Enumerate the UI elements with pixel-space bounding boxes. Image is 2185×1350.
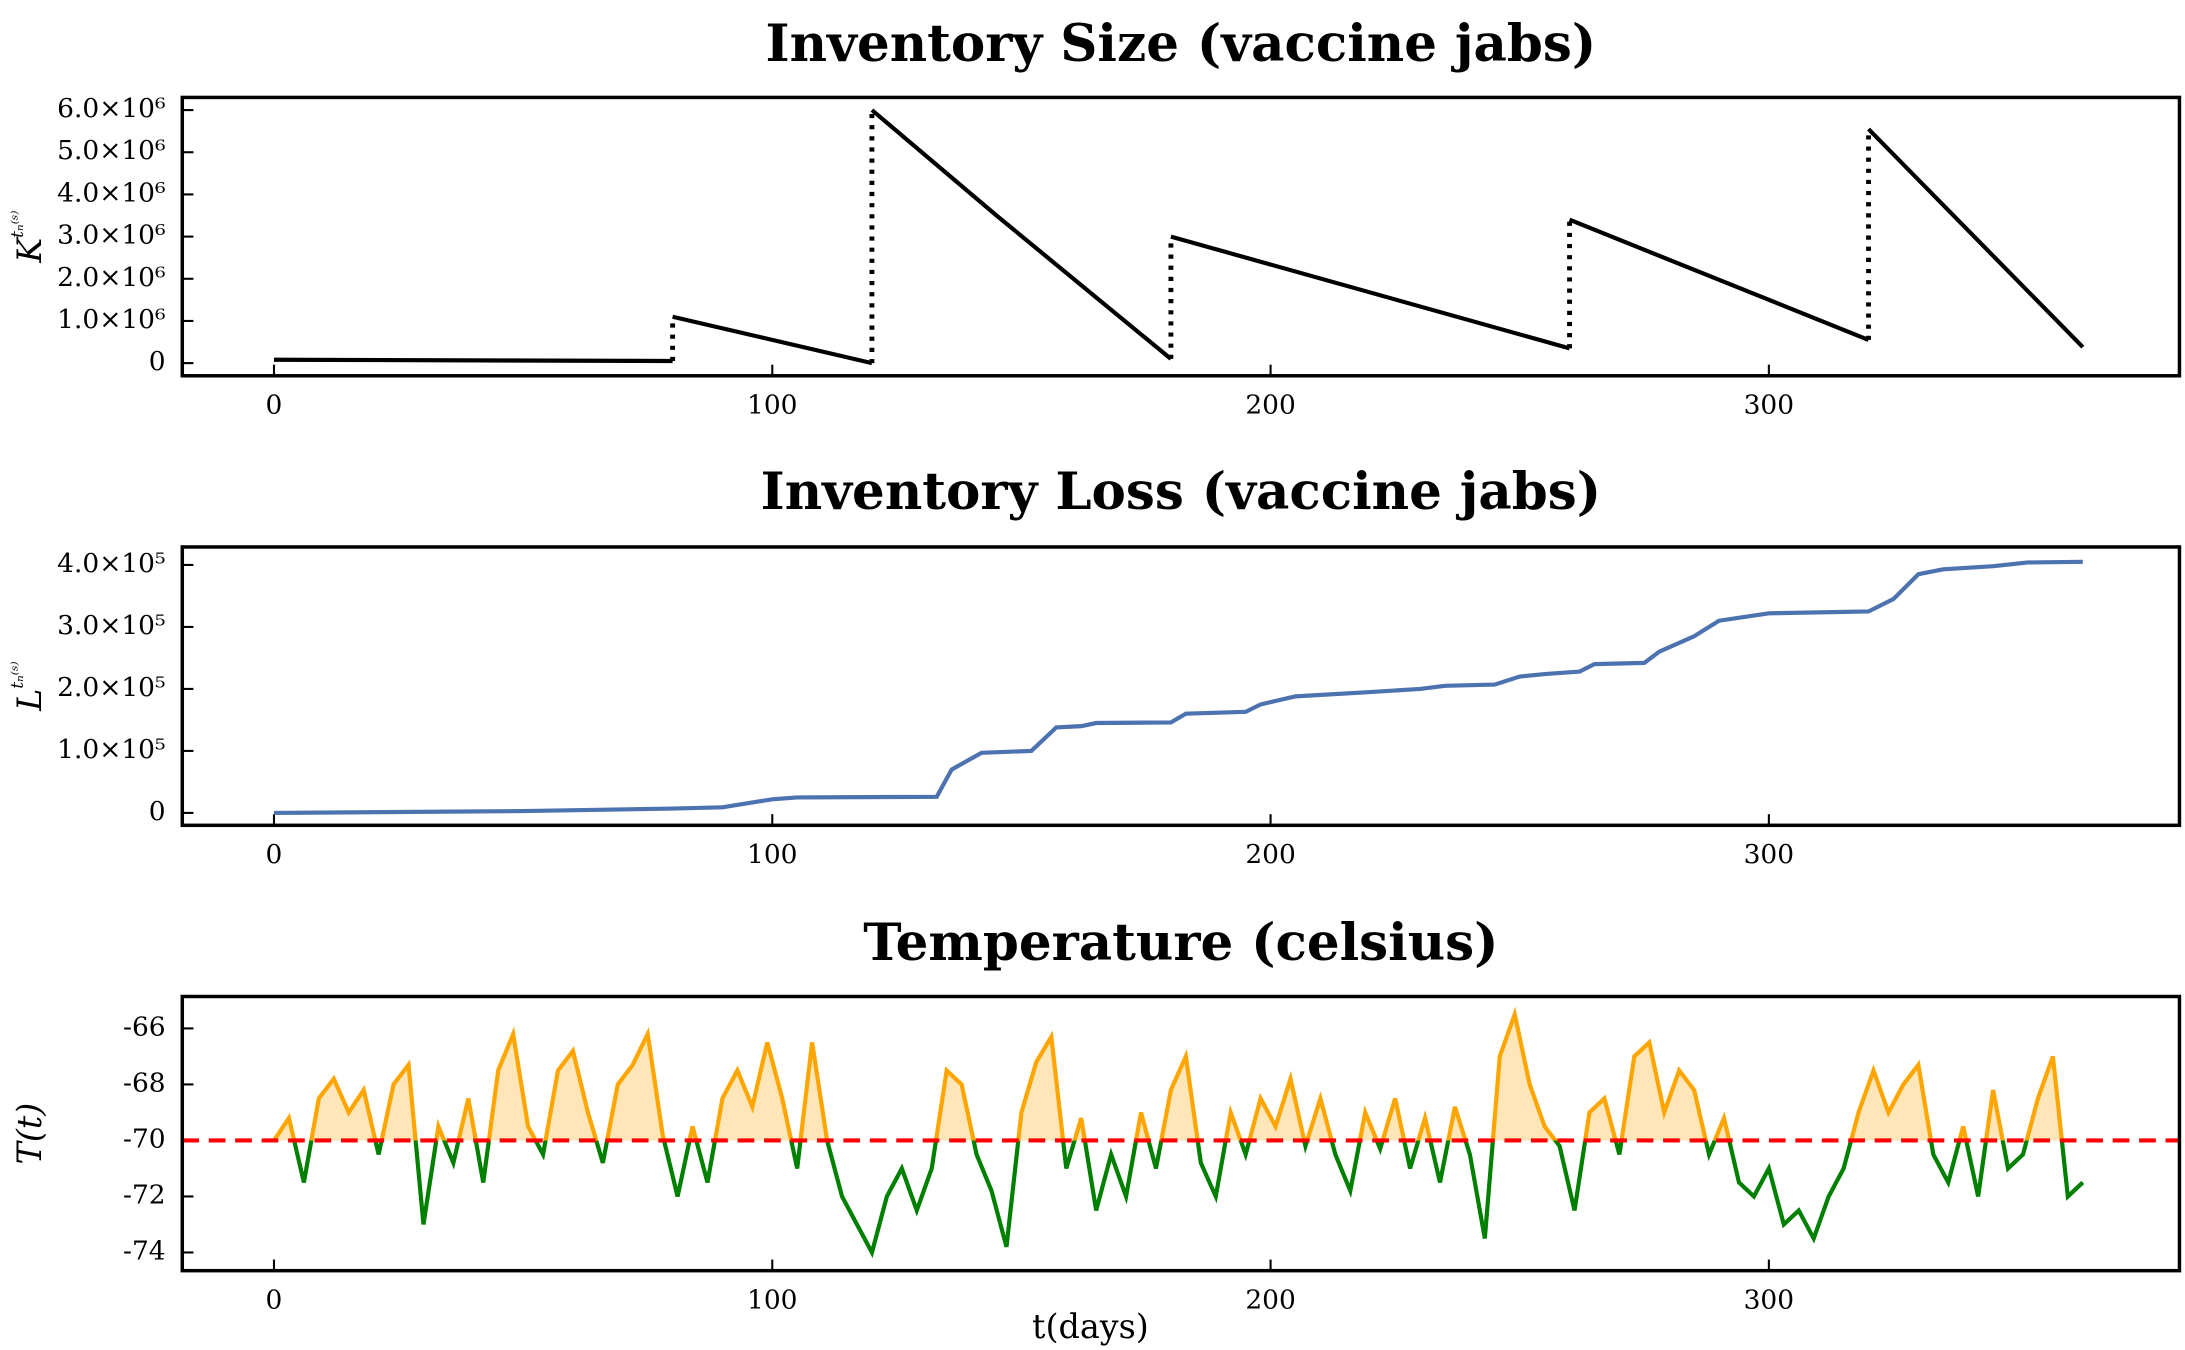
chart-title: Inventory Size (vaccine jabs) bbox=[766, 14, 1597, 74]
y-axis-label-sup: tₙ⁽ˢ⁾ bbox=[7, 661, 27, 688]
x-tick-label: 0 bbox=[266, 389, 283, 420]
data-line bbox=[273, 357, 673, 364]
below-line bbox=[273, 1140, 2085, 1259]
x-tick-label: 300 bbox=[1744, 1284, 1794, 1315]
axes-frame bbox=[180, 95, 2182, 378]
x-tick-label: 300 bbox=[1744, 389, 1794, 420]
y-tick-label: -70 bbox=[123, 1123, 166, 1154]
data-line bbox=[1867, 127, 2085, 349]
y-tick-label: 0 bbox=[149, 346, 166, 377]
data-line bbox=[1568, 217, 1870, 342]
y-tick-label: -74 bbox=[123, 1235, 166, 1266]
data-line bbox=[672, 314, 873, 366]
y-tick-label: 2.0×10⁶ bbox=[57, 262, 165, 293]
data-line bbox=[273, 559, 2083, 815]
data-line bbox=[1170, 234, 1571, 351]
y-axis-label: T(t) bbox=[10, 1103, 49, 1165]
y-tick-label: 2.0×10⁵ bbox=[57, 672, 165, 703]
x-tick-label: 200 bbox=[1245, 1284, 1295, 1315]
y-tick-label: 5.0×10⁶ bbox=[57, 135, 165, 166]
y-axis-label: Ktₙ⁽ˢ⁾ bbox=[7, 210, 49, 263]
x-tick-label: 100 bbox=[747, 389, 797, 420]
y-tick-label: 6.0×10⁶ bbox=[57, 93, 165, 124]
y-axis-label: Ltₙ⁽ˢ⁾ bbox=[7, 661, 49, 711]
y-axis-label-base: T(t) bbox=[10, 1103, 49, 1165]
x-tick-label: 200 bbox=[1245, 839, 1295, 870]
x-tick-label: 100 bbox=[747, 1284, 797, 1315]
y-tick-label: -68 bbox=[123, 1067, 166, 1098]
chart-title: Inventory Loss (vaccine jabs) bbox=[761, 462, 1601, 522]
chart-title: Temperature (celsius) bbox=[863, 913, 1498, 973]
y-tick-label: 4.0×10⁵ bbox=[57, 548, 165, 579]
x-axis-label: t(days) bbox=[1032, 1307, 1149, 1346]
y-tick-label: 3.0×10⁵ bbox=[57, 610, 165, 641]
axes-frame bbox=[180, 545, 2182, 828]
y-axis-label-base: L bbox=[10, 689, 49, 712]
y-tick-label: 1.0×10⁵ bbox=[57, 734, 165, 765]
y-tick-label: -72 bbox=[123, 1179, 166, 1210]
y-axis-label-base: K bbox=[10, 236, 49, 264]
y-axis-label-sup: tₙ⁽ˢ⁾ bbox=[7, 210, 27, 237]
above-line bbox=[272, 1006, 2064, 1141]
x-tick-label: 200 bbox=[1245, 389, 1295, 420]
x-tick-label: 300 bbox=[1744, 839, 1794, 870]
data-line bbox=[870, 108, 1173, 361]
y-tick-label: -66 bbox=[123, 1011, 166, 1042]
y-tick-label: 1.0×10⁶ bbox=[57, 304, 165, 335]
axes-frame bbox=[180, 994, 2182, 1273]
x-tick-label: 0 bbox=[266, 1284, 283, 1315]
y-tick-label: 0 bbox=[149, 796, 166, 827]
x-tick-label: 100 bbox=[747, 839, 797, 870]
y-tick-label: 3.0×10⁶ bbox=[57, 220, 165, 251]
y-tick-label: 4.0×10⁶ bbox=[57, 177, 165, 208]
x-tick-label: 0 bbox=[266, 839, 283, 870]
